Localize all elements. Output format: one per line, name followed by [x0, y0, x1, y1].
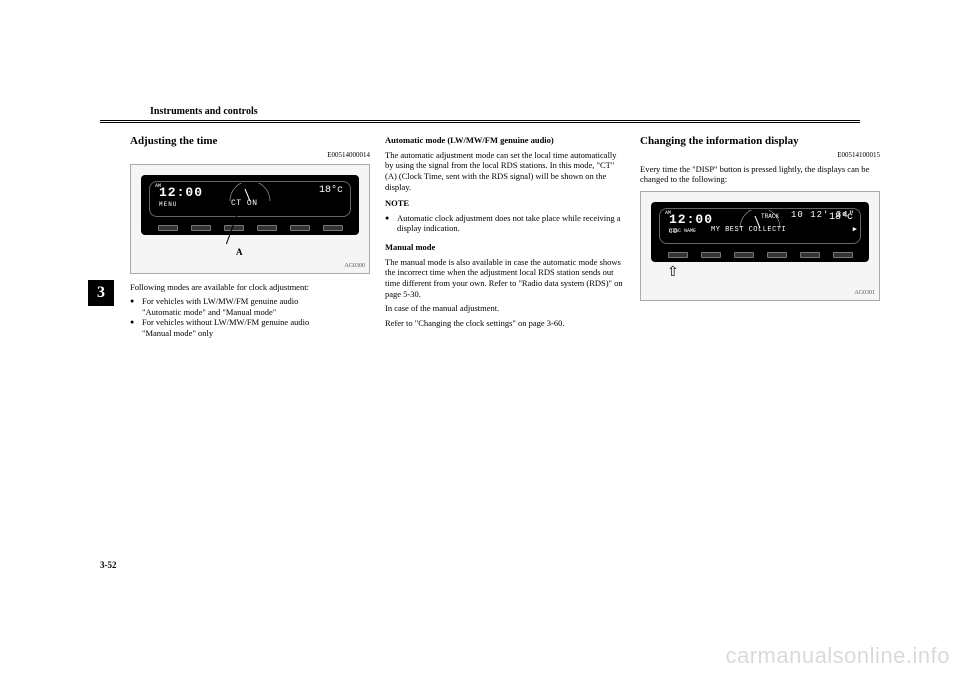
callout-a: A: [236, 247, 243, 258]
lcd2-discname: DISC NAME: [669, 228, 696, 234]
note-body: Automatic clock adjustment does not take…: [385, 213, 625, 234]
lcd-button: [668, 252, 688, 258]
bullet2-body: "Manual mode" only: [142, 328, 213, 338]
col2-para1: The automatic adjustment mode can set th…: [385, 150, 625, 193]
lcd-button: [701, 252, 721, 258]
col1-figure: AM 12:00 18°c MENU CT ON A AG0300: [130, 164, 370, 274]
manual-para1: The manual mode is also available in cas…: [385, 257, 625, 300]
lcd2-title: MY BEST COLLECTI: [711, 226, 786, 235]
col2-heading: Automatic mode (LW/MW/FM genuine audio): [385, 135, 625, 146]
note-label: NOTE: [385, 198, 625, 209]
lcd1-time: 12:00: [159, 185, 203, 201]
lcd-button: [158, 225, 178, 231]
lcd1-temp: 18°c: [319, 185, 343, 198]
chapter-tab: 3: [88, 280, 114, 306]
col3-heading: Changing the information display: [640, 135, 880, 149]
column-2: Automatic mode (LW/MW/FM genuine audio) …: [385, 135, 625, 332]
lcd2-track-value: 10 12' 34": [791, 210, 855, 221]
col3-figure: AM 12:00 18°c CD TRACK 10 12' 34" DISC N…: [640, 191, 880, 301]
fig1-label: AG0300: [344, 263, 365, 271]
lcd-button: [290, 225, 310, 231]
watermark: carmanualsonline.info: [725, 643, 950, 669]
col1-bullet1: For vehicles with LW/MW/FM genuine audio…: [130, 296, 370, 317]
lcd-button: [734, 252, 754, 258]
header-rule-thin: [100, 122, 860, 123]
lcd-button: [800, 252, 820, 258]
lcd-button: [767, 252, 787, 258]
lcd-button: [833, 252, 853, 258]
lcd2-time: 12:00: [669, 212, 713, 228]
fig2-label: AG0301: [854, 290, 875, 298]
lcd-display-2: AM 12:00 18°c CD TRACK 10 12' 34" DISC N…: [651, 202, 869, 262]
col3-code: E00514100015: [640, 151, 880, 160]
lcd2-button-row: [661, 252, 859, 258]
column-3: Changing the information display E005141…: [640, 135, 880, 309]
manual-para3: Refer to "Changing the clock settings" o…: [385, 318, 625, 329]
lcd1-button-row: [151, 225, 349, 231]
section-title: Instruments and controls: [150, 106, 258, 117]
lcd1-ct: CT ON: [231, 199, 258, 209]
lcd2-scroll-icon: ▶: [853, 226, 857, 235]
column-1: Adjusting the time E00514000014 AM 12:00…: [130, 135, 370, 339]
page-number: 3-52: [100, 560, 117, 659]
col1-intro: Following modes are available for clock …: [130, 282, 370, 293]
lcd1-menu: MENU: [159, 201, 177, 209]
header-rule: [100, 120, 860, 121]
col1-code: E00514000014: [130, 151, 370, 160]
lcd-button: [257, 225, 277, 231]
manual-para2: In case of the manual adjustment.: [385, 303, 625, 314]
bullet1-lead: For vehicles with LW/MW/FM genuine audio: [142, 296, 298, 306]
manual-heading: Manual mode: [385, 242, 625, 253]
bullet1-body: "Automatic mode" and "Manual mode": [142, 307, 276, 317]
col3-para1: Every time the "DISP" button is pressed …: [640, 164, 880, 185]
col1-heading: Adjusting the time: [130, 135, 370, 149]
bullet2-lead: For vehicles without LW/MW/FM genuine au…: [142, 317, 309, 327]
lcd-button: [191, 225, 211, 231]
arrow-up-icon: ⇧: [667, 264, 679, 282]
lcd-display-1: AM 12:00 18°c MENU CT ON: [141, 175, 359, 235]
col1-bullet2: For vehicles without LW/MW/FM genuine au…: [130, 317, 370, 338]
lcd-button: [323, 225, 343, 231]
